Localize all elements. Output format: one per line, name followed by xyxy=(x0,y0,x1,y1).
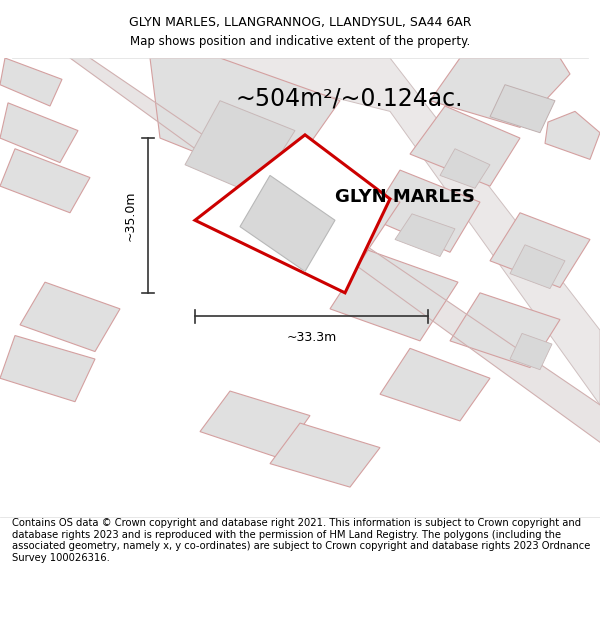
Polygon shape xyxy=(255,162,400,269)
Polygon shape xyxy=(370,170,480,252)
Polygon shape xyxy=(545,111,600,159)
Polygon shape xyxy=(510,245,565,289)
Polygon shape xyxy=(70,58,600,442)
Text: GLYN MARLES: GLYN MARLES xyxy=(335,188,475,206)
Text: ~504m²/~0.124ac.: ~504m²/~0.124ac. xyxy=(235,87,463,111)
Polygon shape xyxy=(280,199,368,269)
Text: GLYN MARLES, LLANGRANNOG, LLANDYSUL, SA44 6AR: GLYN MARLES, LLANGRANNOG, LLANDYSUL, SA4… xyxy=(129,16,471,29)
Polygon shape xyxy=(150,58,340,186)
Polygon shape xyxy=(195,135,390,293)
Text: ~35.0m: ~35.0m xyxy=(124,190,137,241)
Text: ~33.3m: ~33.3m xyxy=(286,331,337,344)
Polygon shape xyxy=(20,282,120,351)
Polygon shape xyxy=(200,391,310,458)
Polygon shape xyxy=(175,58,600,405)
Polygon shape xyxy=(270,423,380,487)
Polygon shape xyxy=(510,333,552,370)
Polygon shape xyxy=(410,106,520,186)
Polygon shape xyxy=(440,149,490,188)
Polygon shape xyxy=(0,336,95,402)
Polygon shape xyxy=(380,348,490,421)
Polygon shape xyxy=(330,250,458,341)
Polygon shape xyxy=(240,176,335,271)
Polygon shape xyxy=(0,149,90,213)
Polygon shape xyxy=(0,58,62,106)
Text: Contains OS data © Crown copyright and database right 2021. This information is : Contains OS data © Crown copyright and d… xyxy=(12,518,590,563)
Polygon shape xyxy=(490,84,555,132)
Polygon shape xyxy=(430,58,570,127)
Polygon shape xyxy=(0,103,78,162)
Polygon shape xyxy=(395,214,455,256)
Polygon shape xyxy=(450,293,560,368)
Polygon shape xyxy=(490,213,590,288)
Text: Map shows position and indicative extent of the property.: Map shows position and indicative extent… xyxy=(130,35,470,48)
Polygon shape xyxy=(185,101,295,194)
